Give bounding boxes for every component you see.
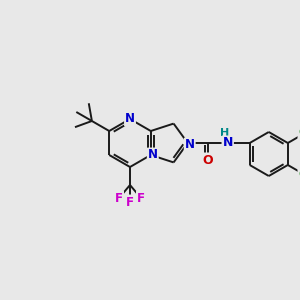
Text: Cl: Cl [298, 169, 300, 182]
Text: Cl: Cl [298, 127, 300, 140]
Text: F: F [115, 191, 123, 205]
Text: H: H [220, 128, 229, 138]
Text: N: N [185, 139, 195, 152]
Text: N: N [148, 148, 158, 161]
Text: N: N [125, 112, 135, 125]
Text: F: F [137, 191, 145, 205]
Text: O: O [202, 154, 213, 166]
Text: F: F [126, 196, 134, 208]
Text: N: N [223, 136, 233, 149]
